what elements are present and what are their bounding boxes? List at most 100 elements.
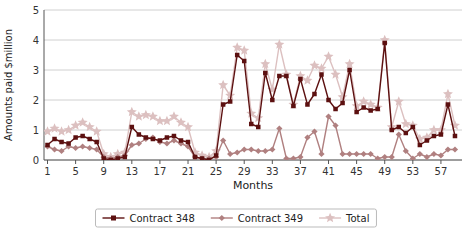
data-point <box>232 42 242 52</box>
data-point <box>354 110 359 115</box>
data-point <box>394 96 404 106</box>
data-point <box>172 134 177 139</box>
x-tick <box>131 160 132 164</box>
data-point <box>57 126 67 136</box>
data-point <box>277 74 282 79</box>
x-tick <box>412 160 413 164</box>
x-tick-label: 53 <box>406 166 419 177</box>
legend-marker <box>219 215 225 221</box>
data-point <box>375 155 381 160</box>
grid-line <box>44 130 462 131</box>
data-point <box>241 146 247 152</box>
data-point <box>361 105 366 110</box>
data-point <box>281 69 291 79</box>
legend-label: Contract 349 <box>238 213 303 224</box>
data-point <box>164 140 170 146</box>
x-tick-label: 5 <box>72 166 78 177</box>
data-point <box>270 98 275 103</box>
data-point <box>136 140 142 146</box>
data-point <box>317 63 327 73</box>
data-point <box>401 119 411 129</box>
data-point <box>361 151 367 157</box>
data-point <box>199 155 205 160</box>
data-point <box>291 104 296 109</box>
legend-item: Contract 348 <box>103 213 195 224</box>
data-point <box>207 158 212 160</box>
y-tick-label: 1 <box>33 125 39 136</box>
data-point <box>144 135 149 140</box>
data-point <box>262 148 268 154</box>
data-point <box>284 74 289 79</box>
data-point <box>179 138 184 143</box>
data-point <box>366 99 376 109</box>
data-point <box>312 92 317 97</box>
data-point <box>438 152 444 158</box>
data-point <box>228 99 233 104</box>
data-point <box>418 143 423 148</box>
data-point <box>260 59 270 69</box>
data-point <box>380 35 390 45</box>
data-point <box>122 152 128 158</box>
data-point <box>221 102 226 107</box>
data-point <box>73 145 79 151</box>
x-tick-label: 1 <box>44 166 50 177</box>
data-point <box>134 111 144 121</box>
data-point <box>151 137 156 142</box>
data-point <box>422 132 432 142</box>
data-point <box>453 134 458 139</box>
data-point <box>389 154 395 160</box>
data-point <box>94 140 99 145</box>
data-point <box>311 128 317 134</box>
x-tick-label: 33 <box>266 166 279 177</box>
grid-line <box>44 10 462 11</box>
x-tick <box>272 160 273 164</box>
series <box>44 35 460 160</box>
data-point <box>326 98 331 103</box>
data-point <box>431 151 437 157</box>
data-point <box>305 102 310 107</box>
data-point <box>318 151 324 157</box>
y-tick-label: 2 <box>33 95 39 106</box>
x-tick-label: 37 <box>294 166 307 177</box>
data-point <box>44 143 50 149</box>
legend-marker <box>325 213 335 223</box>
data-point <box>66 141 71 146</box>
x-tick-label: 17 <box>154 166 167 177</box>
data-point <box>331 69 341 79</box>
data-point <box>256 125 261 130</box>
x-tick <box>300 160 301 164</box>
data-point <box>403 148 409 154</box>
x-tick <box>244 160 245 164</box>
data-point <box>108 155 114 160</box>
data-point <box>52 137 57 142</box>
legend-item: Total <box>319 213 369 224</box>
data-point <box>408 120 418 130</box>
data-point <box>319 72 324 77</box>
data-point <box>269 146 275 152</box>
data-point <box>162 116 172 126</box>
data-point <box>80 143 86 149</box>
data-point <box>213 154 219 160</box>
data-point <box>92 126 102 136</box>
data-point <box>137 132 142 137</box>
data-point <box>397 125 402 130</box>
data-point <box>274 39 284 49</box>
x-tick-label: 29 <box>238 166 251 177</box>
grid-line <box>44 70 462 71</box>
x-tick <box>159 160 160 164</box>
data-point <box>169 111 179 121</box>
series-line <box>48 40 455 157</box>
data-point <box>192 154 198 160</box>
data-point <box>290 155 296 160</box>
data-point <box>186 140 191 145</box>
data-point <box>239 45 249 55</box>
x-tick <box>356 160 357 164</box>
y-axis-label: Amounts paid $million <box>3 29 14 141</box>
data-point <box>200 156 205 160</box>
data-point <box>359 96 369 106</box>
data-point <box>346 151 352 157</box>
x-axis-label: Months <box>233 179 273 192</box>
plot-area <box>44 35 460 160</box>
data-point <box>129 142 135 148</box>
data-point <box>332 122 338 128</box>
